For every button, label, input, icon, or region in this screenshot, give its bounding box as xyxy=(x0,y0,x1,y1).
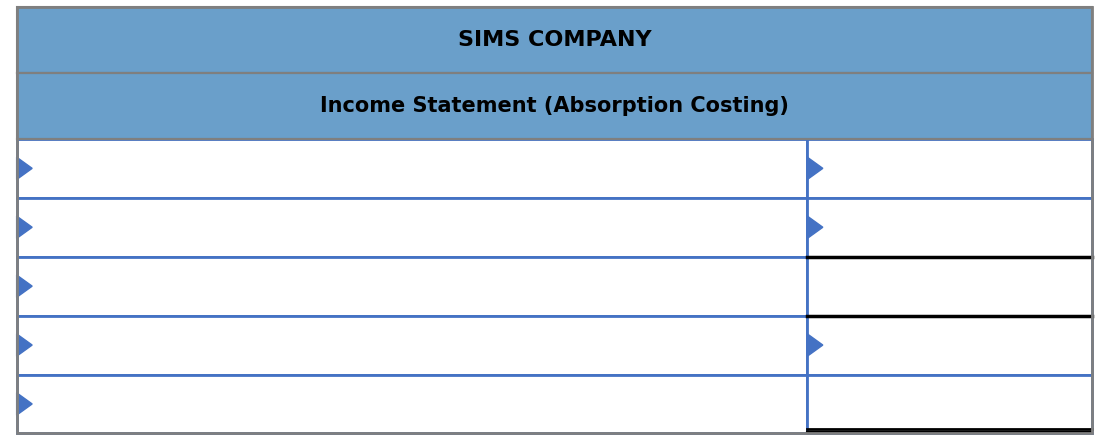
Bar xyxy=(807,374,1092,433)
Polygon shape xyxy=(807,157,823,180)
Polygon shape xyxy=(17,393,32,415)
Polygon shape xyxy=(17,334,32,356)
Bar xyxy=(807,139,1092,198)
Bar xyxy=(807,257,1092,315)
Bar xyxy=(17,73,1092,139)
Text: SIMS COMPANY: SIMS COMPANY xyxy=(458,29,651,50)
Bar xyxy=(807,198,1092,257)
Polygon shape xyxy=(17,275,32,297)
Polygon shape xyxy=(17,216,32,238)
Bar xyxy=(17,198,807,257)
Bar xyxy=(17,139,807,198)
Bar xyxy=(17,374,807,433)
Polygon shape xyxy=(807,216,823,238)
Bar xyxy=(17,315,807,374)
Bar xyxy=(807,315,1092,374)
Polygon shape xyxy=(807,334,823,356)
Polygon shape xyxy=(17,157,32,180)
Bar xyxy=(17,7,1092,73)
Bar xyxy=(17,257,807,315)
Text: Income Statement (Absorption Costing): Income Statement (Absorption Costing) xyxy=(321,96,788,116)
